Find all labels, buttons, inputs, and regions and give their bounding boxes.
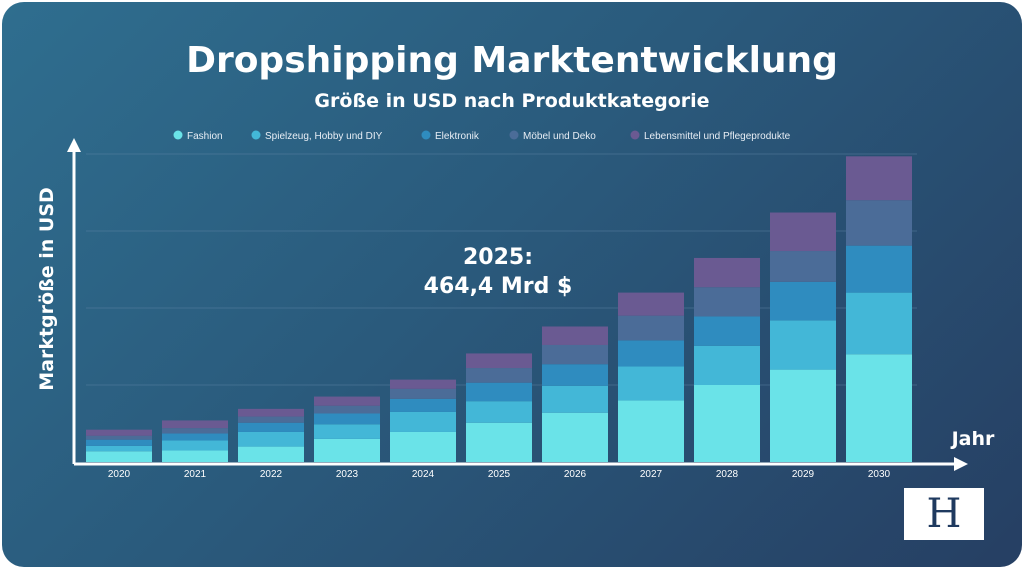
bar-segment <box>542 385 608 413</box>
bar-segment <box>162 450 228 462</box>
legend-swatch <box>251 130 261 140</box>
bar-segment <box>542 326 608 345</box>
annotation-value: 464,4 Mrd $ <box>424 274 573 299</box>
bar-segment <box>314 438 380 462</box>
bar-segment <box>238 431 304 447</box>
x-tick-label: 2021 <box>184 469 207 480</box>
chart-title: Dropshipping Marktentwicklung <box>186 40 838 81</box>
bar-segment <box>694 287 760 317</box>
bar-segment <box>618 315 684 341</box>
legend-swatch <box>173 130 183 140</box>
bar-segment <box>390 431 456 462</box>
bar-segment <box>390 379 456 389</box>
bar-segment <box>770 212 836 252</box>
bar-segment <box>770 251 836 282</box>
x-tick-label: 2026 <box>564 469 587 480</box>
bar-segment <box>390 398 456 412</box>
legend-swatch <box>630 130 640 140</box>
legend-swatch <box>509 130 519 140</box>
legend-label: Fashion <box>187 131 223 142</box>
legend-label: Lebensmittel und Pflegeprodukte <box>644 131 791 142</box>
bar-segment <box>618 292 684 316</box>
bar-segment <box>846 200 912 246</box>
bar-segment <box>238 408 304 417</box>
bar-segment <box>162 440 228 451</box>
bar-segment <box>770 369 836 462</box>
x-tick-label: 2027 <box>640 469 663 480</box>
legend-label: Möbel und Deko <box>523 131 596 142</box>
bar-segment <box>618 400 684 462</box>
legend-label: Spielzeug, Hobby und DIY <box>265 131 383 142</box>
bar-segment <box>86 435 152 440</box>
bar-segment <box>238 416 304 423</box>
x-tick-label: 2022 <box>260 469 283 480</box>
bar-segment <box>694 257 760 288</box>
y-axis-label: Marktgröße in USD <box>36 187 58 391</box>
bar-segment <box>542 344 608 365</box>
logo: H <box>904 488 984 540</box>
legend: Fashion Spielzeug, Hobby und DIY Elektroni… <box>173 130 791 142</box>
bar-segment <box>846 354 912 462</box>
bar-segment <box>846 292 912 355</box>
bar-segment <box>238 422 304 432</box>
bar-segment <box>466 353 532 369</box>
x-axis-label: Jahr <box>950 428 995 450</box>
bar-segment <box>86 439 152 446</box>
bar-segment <box>542 412 608 462</box>
annotation-year: 2025: <box>463 245 533 270</box>
bars <box>86 156 912 462</box>
bar-segment <box>314 424 380 439</box>
x-axis-arrow-icon <box>954 457 968 471</box>
bar-segment <box>618 366 684 401</box>
x-tick-label: 2030 <box>868 469 891 480</box>
bar-segment <box>466 368 532 383</box>
bar-segment <box>694 316 760 346</box>
bar-segment <box>86 451 152 462</box>
x-tick-labels: 2020 2021 2022 2023 2024 2025 2026 2027 2028 2029… <box>108 469 891 480</box>
bar-segment <box>238 446 304 462</box>
bar-segment <box>466 422 532 462</box>
bar-segment <box>694 345 760 385</box>
bar-segment <box>162 433 228 441</box>
bar-segment <box>542 364 608 386</box>
bar-segment <box>162 420 228 429</box>
bar-segment <box>390 388 456 399</box>
bar-segment <box>770 320 836 370</box>
x-tick-label: 2029 <box>792 469 815 480</box>
logo-letter: H <box>926 491 962 537</box>
y-axis-arrow-icon <box>67 138 81 152</box>
bar-segment <box>770 281 836 321</box>
bar-segment <box>694 385 760 462</box>
bar-segment <box>314 405 380 414</box>
bar-segment <box>314 396 380 406</box>
x-tick-label: 2025 <box>488 469 511 480</box>
chart-subtitle: Größe in USD nach Produktkategorie <box>314 90 709 112</box>
bar-segment <box>390 411 456 432</box>
bar-segment <box>846 156 912 201</box>
x-tick-label: 2020 <box>108 469 131 480</box>
legend-swatch <box>421 130 431 140</box>
x-tick-label: 2024 <box>412 469 435 480</box>
bar-segment <box>314 413 380 425</box>
bar-segment <box>466 401 532 423</box>
x-tick-label: 2028 <box>716 469 739 480</box>
bar-segment <box>86 429 152 436</box>
bar-segment <box>618 340 684 367</box>
bar-segment <box>86 445 152 452</box>
x-tick-label: 2023 <box>336 469 359 480</box>
bar-segment <box>466 382 532 402</box>
bar-segment <box>162 428 228 434</box>
bar-segment <box>846 245 912 293</box>
legend-label: Elektronik <box>435 131 480 142</box>
